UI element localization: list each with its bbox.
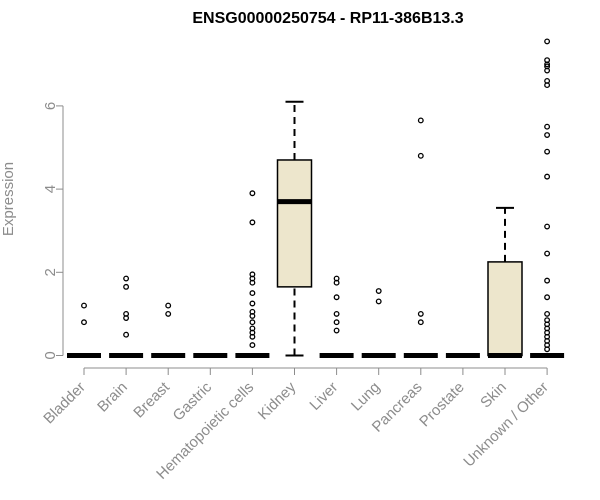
outlier-point xyxy=(333,275,340,282)
y-tick-label: 0 xyxy=(42,351,59,359)
outlier-point xyxy=(544,148,551,155)
outlier-point xyxy=(417,310,424,317)
outlier-point xyxy=(249,271,256,278)
x-tick-label: Liver xyxy=(306,379,341,414)
outlier-point xyxy=(249,325,256,332)
outlier-point xyxy=(544,38,551,45)
outlier-point xyxy=(544,223,551,230)
y-tick-label: 2 xyxy=(42,268,59,276)
box-brain xyxy=(109,275,144,358)
outlier-point xyxy=(249,319,256,326)
outlier-point xyxy=(123,283,130,290)
outlier-point xyxy=(417,117,424,124)
boxplot-series xyxy=(67,38,565,358)
y-tick-label: 6 xyxy=(42,102,59,110)
y-tick-label: 4 xyxy=(42,185,59,193)
x-tick-label: Breast xyxy=(130,378,173,421)
box-skin xyxy=(487,206,523,358)
outlier-point xyxy=(123,331,130,338)
outlier-point xyxy=(544,77,551,84)
outlier-point xyxy=(544,173,551,180)
y-axis: 0 2 4 6 xyxy=(42,102,64,360)
outlier-point xyxy=(333,319,340,326)
chart-title: ENSG00000250754 - RP11-386B13.3 xyxy=(192,10,463,27)
outlier-point xyxy=(417,319,424,326)
outlier-point xyxy=(81,319,87,326)
x-tick-label: Skin xyxy=(477,379,510,412)
outlier-point xyxy=(333,327,340,334)
outlier-point xyxy=(544,250,551,257)
outlier-point xyxy=(544,123,551,130)
box-hematopoietic-cells xyxy=(235,190,270,358)
outlier-point xyxy=(333,310,340,317)
box-kidney xyxy=(276,100,313,357)
box-bladder xyxy=(67,302,101,358)
x-tick-label: Bladder xyxy=(40,379,89,428)
box-body xyxy=(276,159,313,288)
outlier-point xyxy=(249,342,256,349)
outlier-point xyxy=(417,152,424,159)
box-lung xyxy=(361,288,396,358)
outlier-point xyxy=(333,294,340,301)
box-liver xyxy=(319,275,354,358)
outlier-point xyxy=(249,219,256,226)
x-tick-label: Prostate xyxy=(416,379,468,431)
outlier-point xyxy=(249,300,256,307)
box-breast xyxy=(151,302,186,358)
box-unknown-other xyxy=(530,38,565,358)
outlier-point xyxy=(375,298,382,305)
outlier-point xyxy=(544,132,551,138)
outlier-point xyxy=(249,290,256,297)
x-tick-label: Brain xyxy=(94,379,131,416)
outlier-point xyxy=(544,294,551,301)
box-body xyxy=(487,261,523,357)
outlier-point xyxy=(544,317,551,324)
outlier-point xyxy=(249,190,256,197)
outlier-point xyxy=(544,63,551,70)
outlier-point xyxy=(249,308,256,315)
outlier-point xyxy=(123,275,130,282)
x-tick-label: Kidney xyxy=(255,378,300,423)
outlier-point xyxy=(123,310,130,317)
x-tick-label: Lung xyxy=(348,379,384,415)
y-axis-label: Expression xyxy=(0,162,17,236)
outlier-point xyxy=(375,288,382,294)
outlier-point xyxy=(544,277,551,284)
outlier-point xyxy=(81,302,87,309)
outlier-point xyxy=(165,302,172,309)
outlier-point xyxy=(165,310,172,317)
outlier-point xyxy=(544,310,551,317)
box-pancreas xyxy=(403,117,438,358)
outlier-point xyxy=(544,57,551,64)
